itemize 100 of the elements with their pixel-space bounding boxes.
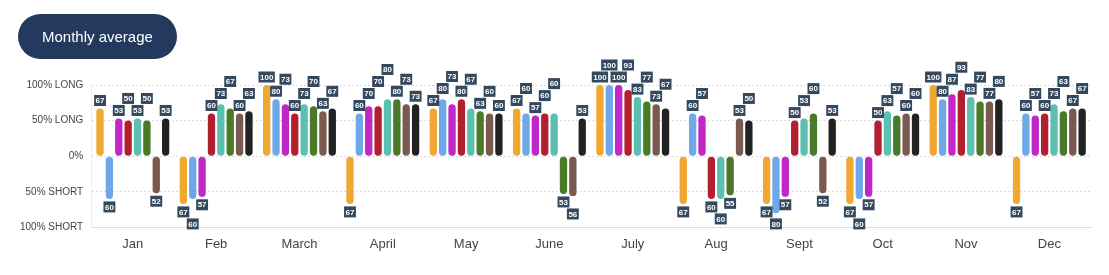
bar (967, 97, 975, 156)
data-label: 80 (392, 86, 402, 96)
data-label: 80 (771, 219, 781, 229)
bar (938, 99, 947, 156)
x-tick-label: Aug (704, 235, 728, 251)
bar (550, 113, 558, 156)
x-tick-label: Nov (954, 235, 979, 251)
data-label: 53 (559, 197, 569, 207)
data-label: 73 (447, 72, 458, 82)
bar (328, 108, 336, 156)
bar (429, 108, 437, 156)
y-tick-label: 0% (68, 149, 84, 161)
bar (643, 101, 651, 156)
y-tick-label: 100% SHORT (19, 221, 84, 233)
bar (605, 85, 613, 156)
data-label: 77 (642, 72, 652, 82)
x-tick-label: Jan (122, 235, 144, 251)
bar (217, 104, 225, 156)
data-label: 67 (178, 207, 189, 217)
bar (402, 104, 410, 156)
bar (1069, 108, 1077, 156)
bar (874, 120, 882, 156)
bar (1022, 113, 1030, 156)
data-label: 60 (494, 101, 504, 111)
data-label: 56 (568, 209, 578, 219)
bar (485, 113, 494, 156)
data-label: 80 (456, 86, 467, 96)
data-label: 100 (612, 72, 626, 82)
x-tick-label: Sept (786, 235, 814, 251)
bar (300, 104, 308, 156)
bar (893, 115, 901, 156)
data-label: 63 (475, 99, 486, 109)
data-label: 80 (938, 86, 948, 96)
data-label: 77 (975, 72, 986, 82)
data-label: 53 (827, 106, 838, 116)
data-label: 63 (882, 96, 893, 106)
bar (124, 120, 132, 156)
y-tick-label: 50% SHORT (25, 185, 84, 197)
y-tick-label: 50% LONG (32, 114, 84, 126)
data-label: 50 (790, 108, 800, 118)
data-label: 83 (966, 84, 976, 94)
x-tick-label: Oct (872, 235, 894, 251)
data-label: 60 (901, 101, 912, 111)
bar (652, 104, 660, 156)
data-label: 67 (845, 207, 855, 217)
bar (957, 89, 965, 156)
data-label: 57 (697, 89, 707, 99)
data-label: 93 (956, 62, 967, 72)
data-label: 60 (706, 202, 717, 212)
data-label: 63 (244, 89, 254, 99)
data-label: 80 (994, 77, 1004, 87)
bar (800, 118, 808, 156)
data-label: 57 (864, 200, 874, 210)
data-label: 53 (735, 106, 745, 116)
data-label: 60 (808, 84, 819, 94)
bar (661, 108, 670, 156)
bar (393, 99, 401, 156)
data-label: 67 (345, 207, 355, 217)
data-label: 100 (593, 72, 608, 82)
bar (355, 113, 364, 156)
data-label: 100 (926, 72, 941, 82)
bar (1078, 108, 1086, 156)
data-label: 60 (290, 101, 300, 111)
data-label: 52 (818, 196, 828, 206)
data-label: 67 (95, 96, 106, 106)
bar (226, 108, 234, 156)
bar (762, 156, 771, 204)
bar (467, 108, 475, 156)
bar (272, 99, 280, 156)
x-tick-label: May (453, 235, 479, 251)
data-label: 73 (216, 89, 226, 99)
bar (569, 156, 577, 197)
bar (578, 118, 586, 156)
bar (198, 156, 206, 197)
data-label: 60 (354, 101, 365, 111)
data-label: 55 (725, 199, 736, 209)
bar (133, 118, 142, 156)
data-label: 73 (299, 89, 310, 99)
bar (596, 85, 604, 156)
data-label: 80 (383, 65, 393, 75)
bar (365, 106, 373, 156)
bar (309, 106, 318, 156)
bar (207, 113, 216, 156)
bar (1041, 113, 1049, 156)
data-label: 63 (1058, 77, 1069, 87)
data-label: 73 (411, 91, 421, 101)
bar (1059, 111, 1068, 156)
bar (976, 101, 984, 156)
bar (1012, 156, 1021, 204)
bar (846, 156, 854, 204)
data-label: 57 (1030, 89, 1041, 99)
data-label: 67 (466, 74, 476, 84)
bar (105, 156, 114, 199)
data-label: 70 (364, 89, 374, 99)
data-label: 60 (549, 79, 560, 89)
data-label: 53 (577, 106, 588, 116)
data-label: 73 (1049, 89, 1060, 99)
bar (495, 113, 503, 156)
y-tick-label: 100% LONG (26, 78, 84, 90)
bar (948, 94, 956, 156)
